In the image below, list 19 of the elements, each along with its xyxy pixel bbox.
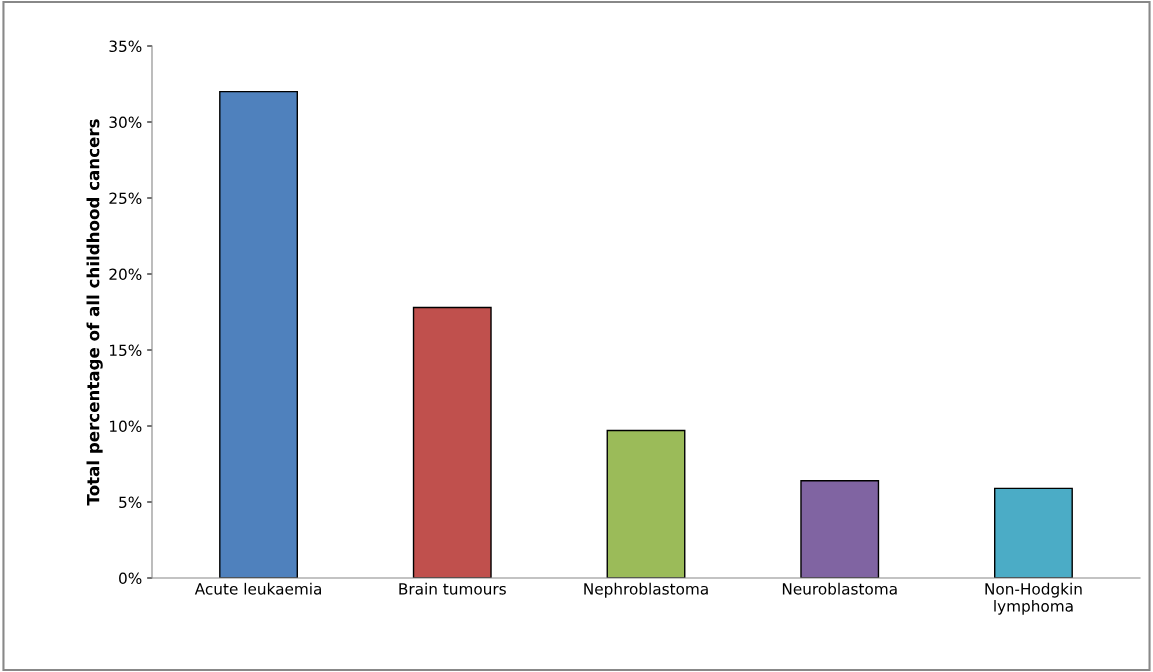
bar — [606, 429, 686, 578]
y-tick-label: 15% — [110, 344, 142, 357]
bar — [219, 90, 298, 578]
x-tick-label: Non-Hodgkin lymphoma — [985, 582, 1082, 615]
x-tick-label: Brain tumours — [399, 582, 506, 595]
y-tick-label: 30% — [109, 116, 142, 129]
bar — [412, 306, 492, 578]
bar — [994, 487, 1073, 578]
x-tick-label: Neuroblastoma — [782, 582, 897, 595]
y-axis-title: Total percentage of all childhood cancers — [86, 119, 103, 506]
y-tick-label: 20% — [109, 268, 142, 281]
y-tick-label: 0% — [119, 572, 142, 585]
y-tick-label: 10% — [110, 420, 142, 433]
y-tick-label: 5% — [119, 496, 142, 509]
x-tick-label: Acute leukaemia — [194, 582, 321, 595]
y-tick-label: 35% — [109, 40, 142, 53]
y-tick-label: 25% — [109, 192, 142, 205]
bar — [800, 480, 880, 578]
x-tick-label: Nephroblastoma — [584, 582, 708, 598]
